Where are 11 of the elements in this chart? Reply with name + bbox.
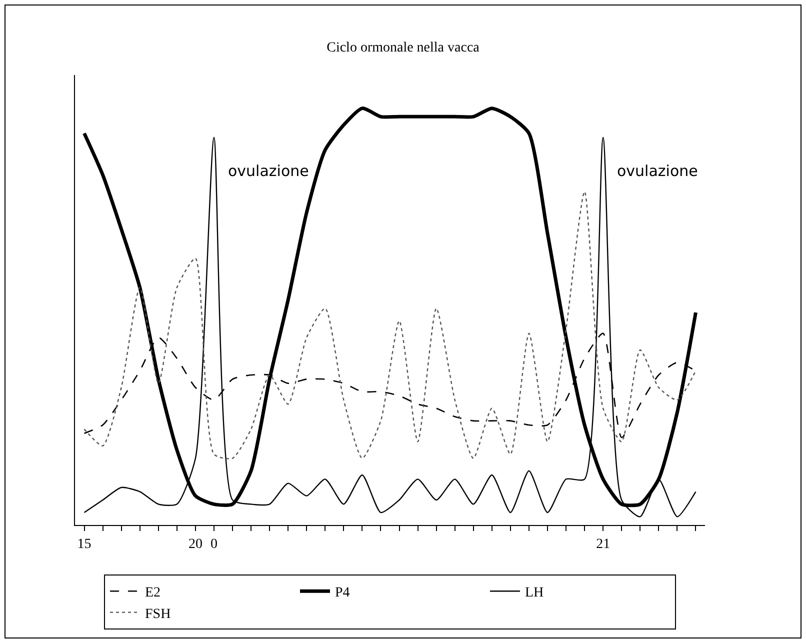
legend-label: FSH <box>145 606 171 622</box>
x-tick-label: 20 <box>188 536 202 552</box>
x-tick-label: 15 <box>77 536 92 552</box>
annotation: ovulazione <box>617 162 698 180</box>
x-tick-label: 21 <box>596 536 610 552</box>
annotation: ovulazione <box>228 162 309 180</box>
legend-label: P4 <box>335 586 350 601</box>
legend-label: LH <box>525 586 544 601</box>
legend-label: E2 <box>145 586 161 601</box>
chart-title: Ciclo ormonale nella vacca <box>326 40 480 56</box>
x-tick-label: 0 <box>210 536 218 552</box>
